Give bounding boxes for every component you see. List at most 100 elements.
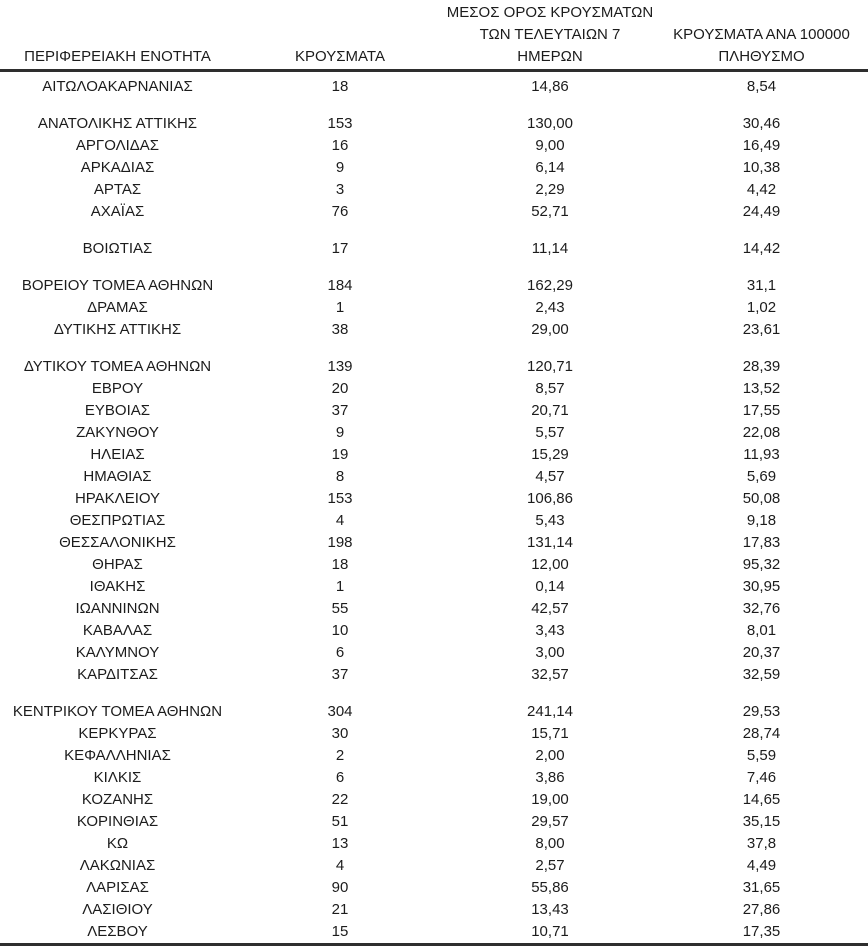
- cell-regional-unit: ΑΡΚΑΔΙΑΣ: [80, 159, 155, 176]
- cell-regional-unit: ΑΡΓΟΛΙΔΑΣ: [75, 137, 160, 154]
- cell-cases-per-100000: 17,35: [742, 923, 781, 940]
- cell-cases: 3: [335, 181, 345, 198]
- cell-cases: 15: [331, 923, 349, 940]
- cell-cases-per-100000: 17,55: [742, 402, 781, 419]
- cell-7day-average: 2,00: [535, 747, 565, 764]
- cell-7day-average: 20,71: [531, 402, 569, 419]
- cell-7day-average: 5,57: [535, 424, 565, 441]
- cell-cases-per-100000: 4,42: [746, 181, 777, 198]
- cell-cases: 198: [327, 534, 353, 551]
- cell-7day-average: 10,71: [531, 923, 569, 940]
- cell-cases: 153: [327, 490, 353, 507]
- cell-regional-unit: ΘΗΡΑΣ: [92, 556, 143, 573]
- cell-regional-unit: ΚΑΛΥΜΝΟΥ: [75, 644, 160, 661]
- cell-regional-unit: ΑΡΤΑΣ: [93, 181, 142, 198]
- cell-regional-unit: ΕΥΒΟΙΑΣ: [84, 402, 151, 419]
- row-group: ΑΝΑΤΟΛΙΚΗΣ ΑΤΤΙΚΗΣ 153 130,00 30,46 ΑΡΓΟΛΙΔΑ…: [0, 113, 868, 223]
- cell-regional-unit: ΚΑΡΔΙΤΣΑΣ: [77, 666, 158, 683]
- cell-7day-average: 120,71: [527, 358, 573, 375]
- cell-regional-unit: ΛΑΣΙΘΙΟΥ: [82, 901, 153, 918]
- table-row: ΒΟΡΕΙΟΥ ΤΟΜΕΑ ΑΘΗΝΩΝ 184 162,29 31,1: [0, 275, 868, 297]
- table-row: ΚΟΖΑΝΗΣ 22 19,00 14,65: [0, 789, 868, 811]
- cell-cases-per-100000: 17,83: [742, 534, 781, 551]
- cell-cases-per-100000: 1,02: [746, 299, 777, 316]
- table-row: ΛΕΣΒΟΥ 15 10,71 17,35: [0, 921, 868, 943]
- table-row: ΕΥΒΟΙΑΣ 37 20,71 17,55: [0, 400, 868, 422]
- table-row: ΙΩΑΝΝΙΝΩΝ 55 42,57 32,76: [0, 598, 868, 620]
- cell-7day-average: 14,86: [531, 78, 569, 95]
- row-group: ΚΕΝΤΡΙΚΟΥ ΤΟΜΕΑ ΑΘΗΝΩΝ 304 241,14 29,53 ΚΕΡΚ…: [0, 701, 868, 943]
- cell-7day-average: 162,29: [527, 277, 573, 294]
- cell-cases: 30: [331, 725, 349, 742]
- column-header-7day-average: ΜΕΣΟΣ ΟΡΟΣ ΚΡΟΥΣΜΑΤΩΝ ΤΩΝ ΤΕΛΕΥΤΑΙΩΝ 7 Η…: [446, 4, 654, 65]
- cell-cases: 76: [331, 203, 349, 220]
- table-row: ΔΡΑΜΑΣ 1 2,43 1,02: [0, 297, 868, 319]
- cell-cases: 13: [331, 835, 349, 852]
- cell-regional-unit: ΚΩ: [106, 835, 129, 852]
- cell-regional-unit: ΕΒΡΟΥ: [91, 380, 144, 397]
- cell-cases: 22: [331, 791, 349, 808]
- cell-cases-per-100000: 9,18: [746, 512, 777, 529]
- table-row: ΗΛΕΙΑΣ 19 15,29 11,93: [0, 444, 868, 466]
- cell-cases-per-100000: 32,76: [742, 600, 781, 617]
- cell-7day-average: 3,43: [535, 622, 565, 639]
- cell-cases-per-100000: 27,86: [742, 901, 781, 918]
- cell-cases-per-100000: 24,49: [742, 203, 781, 220]
- cell-7day-average: 52,71: [531, 203, 569, 220]
- cell-cases-per-100000: 32,59: [742, 666, 781, 683]
- cell-regional-unit: ΑΝΑΤΟΛΙΚΗΣ ΑΤΤΙΚΗΣ: [37, 115, 198, 132]
- cell-cases: 2: [335, 747, 345, 764]
- cell-7day-average: 29,00: [531, 321, 569, 338]
- cell-cases: 90: [331, 879, 349, 896]
- column-header-cases-per-100000: ΚΡΟΥΣΜΑΤΑ ΑΝΑ 100000 ΠΛΗΘΥΣΜΟ: [673, 26, 850, 65]
- cell-7day-average: 131,14: [527, 534, 573, 551]
- cell-cases: 9: [335, 159, 345, 176]
- table-row: ΚΑΛΥΜΝΟΥ 6 3,00 20,37: [0, 642, 868, 664]
- table-row: ΚΑΒΑΛΑΣ 10 3,43 8,01: [0, 620, 868, 642]
- table-row: ΚΕΦΑΛΛΗΝΙΑΣ 2 2,00 5,59: [0, 745, 868, 767]
- table-row: ΚΕΝΤΡΙΚΟΥ ΤΟΜΕΑ ΑΘΗΝΩΝ 304 241,14 29,53: [0, 701, 868, 723]
- cell-regional-unit: ΒΟΡΕΙΟΥ ΤΟΜΕΑ ΑΘΗΝΩΝ: [21, 277, 214, 294]
- table-header: ΠΕΡΙΦΕΡΕΙΑΚΗ ΕΝΟΤΗΤΑ ΚΡΟΥΣΜΑΤΑ ΜΕΣΟΣ ΟΡΟ…: [0, 0, 868, 72]
- row-group: ΒΟΡΕΙΟΥ ΤΟΜΕΑ ΑΘΗΝΩΝ 184 162,29 31,1 ΔΡΑΜΑΣ 1…: [0, 275, 868, 341]
- table-row: ΚΟΡΙΝΘΙΑΣ 51 29,57 35,15: [0, 811, 868, 833]
- cell-regional-unit: ΔΡΑΜΑΣ: [87, 299, 148, 316]
- cell-regional-unit: ΘΕΣΣΑΛΟΝΙΚΗΣ: [59, 534, 176, 551]
- cell-7day-average: 3,00: [535, 644, 565, 661]
- table-row: ΔΥΤΙΚΟΥ ΤΟΜΕΑ ΑΘΗΝΩΝ 139 120,71 28,39: [0, 356, 868, 378]
- cell-cases: 55: [331, 600, 349, 617]
- table-row: ΖΑΚΥΝΘΟΥ 9 5,57 22,08: [0, 422, 868, 444]
- cell-cases: 184: [327, 277, 353, 294]
- cell-cases: 21: [331, 901, 349, 918]
- cell-cases-per-100000: 22,08: [742, 424, 781, 441]
- cell-cases-per-100000: 20,37: [742, 644, 781, 661]
- table-row: ΑΡΤΑΣ 3 2,29 4,42: [0, 179, 868, 201]
- cell-cases-per-100000: 11,93: [743, 446, 780, 463]
- cell-7day-average: 12,00: [531, 556, 569, 573]
- cell-cases-per-100000: 95,32: [742, 556, 781, 573]
- table-row: ΑΙΤΩΛΟΑΚΑΡΝΑΝΙΑΣ 18 14,86 8,54: [0, 76, 868, 98]
- cell-cases-per-100000: 28,39: [742, 358, 781, 375]
- cell-7day-average: 42,57: [531, 600, 569, 617]
- cell-cases-per-100000: 31,65: [742, 879, 781, 896]
- table-row: ΛΑΣΙΘΙΟΥ 21 13,43 27,86: [0, 899, 868, 921]
- cell-7day-average: 29,57: [531, 813, 569, 830]
- cell-regional-unit: ΗΜΑΘΙΑΣ: [83, 468, 152, 485]
- cell-regional-unit: ΚΑΒΑΛΑΣ: [82, 622, 153, 639]
- cell-cases-per-100000: 4,49: [746, 857, 777, 874]
- cell-cases-per-100000: 31,1: [746, 277, 777, 294]
- cell-regional-unit: ΚΕΝΤΡΙΚΟΥ ΤΟΜΕΑ ΑΘΗΝΩΝ: [12, 703, 223, 720]
- cell-cases: 16: [331, 137, 349, 154]
- cell-cases: 6: [335, 644, 345, 661]
- cell-cases-per-100000: 50,08: [742, 490, 781, 507]
- cell-cases: 10: [331, 622, 349, 639]
- cell-7day-average: 8,57: [535, 380, 565, 397]
- cell-cases-per-100000: 5,59: [746, 747, 777, 764]
- cell-cases: 4: [335, 512, 345, 529]
- cell-7day-average: 6,14: [535, 159, 565, 176]
- cell-cases-per-100000: 8,54: [746, 78, 777, 95]
- cell-cases-per-100000: 30,46: [742, 115, 781, 132]
- cell-7day-average: 15,29: [531, 446, 569, 463]
- cell-cases-per-100000: 14,65: [742, 791, 781, 808]
